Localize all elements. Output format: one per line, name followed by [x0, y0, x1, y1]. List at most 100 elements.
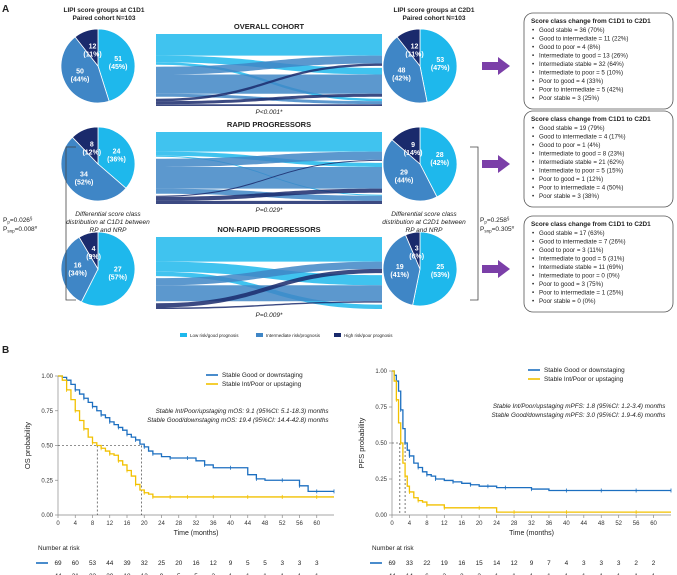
risk-count-0: 69: [54, 560, 62, 567]
c1d1-pie-2-count-2: 4: [92, 246, 96, 253]
risk-count-1: 2: [477, 573, 481, 575]
km-legend-label-0: Stable Good or downstaging: [222, 372, 303, 379]
change-box-item-2-1: Good to intermediate = 7 (26%): [539, 239, 626, 246]
x-tick-label: 36: [210, 521, 217, 527]
legend-swatch-intermediate: [256, 333, 263, 337]
risk-count-0: 9: [229, 560, 233, 567]
risk-count-0: 19: [441, 560, 449, 567]
flow-0-2-0: [156, 63, 382, 102]
x-tick-label: 48: [598, 521, 605, 527]
risk-count-1: 3: [443, 573, 447, 575]
x-tick-label: 12: [441, 521, 448, 527]
change-box-item-2-5: Intermediate to poor = 0 (0%): [539, 273, 620, 280]
x-tick-label: 16: [124, 521, 131, 527]
change-box-bullet-0-2: •: [532, 44, 534, 51]
y-tick-label: 0.75: [375, 405, 387, 411]
risk-table-title: Number at risk: [38, 545, 80, 552]
change-box-item-1-7: Poor to intermediate = 4 (50%): [539, 185, 623, 192]
flow-0-1-0: [156, 55, 382, 75]
change-box-bullet-2-2: •: [532, 247, 534, 254]
x-tick-label: 4: [74, 521, 78, 527]
km-legend-label-1: Stable Int/Poor or upstaging: [544, 376, 624, 383]
risk-count-1: 12: [141, 573, 149, 575]
y-axis-label: PFS probability: [357, 417, 366, 468]
y-tick-label: 0.50: [41, 444, 53, 450]
os-km-plot: 0.000.250.500.751.000 4 8 12 16 20 24 28 32 36 40 4…: [23, 372, 335, 575]
flow-2-0-0: [156, 237, 382, 262]
left-psnp-value: Psnp=0.008#: [3, 225, 38, 234]
purple-arrow-0: [482, 57, 510, 75]
risk-count-0: 4: [565, 560, 569, 567]
risk-count-0: 69: [388, 560, 396, 567]
risk-count-1: 1: [298, 573, 302, 575]
change-box-bullet-2-4: •: [532, 264, 534, 271]
risk-count-1: 1: [280, 573, 284, 575]
flow-0-2-1: [156, 93, 382, 105]
flow-1-1-0: [156, 151, 382, 167]
flow-2-2-1: [156, 301, 382, 309]
c1d1-pie-1-count-1: 34: [80, 172, 88, 179]
c1d1-header-line1: LIPI score groups at C1D1: [64, 7, 145, 14]
risk-count-1: 1: [634, 573, 638, 575]
risk-count-1: 1: [495, 573, 499, 575]
c2d1-pie-1-slice-0: [419, 126, 458, 198]
x-tick-label: 40: [563, 521, 570, 527]
left-pp-value: Pp=0.026§: [3, 216, 33, 225]
c1d1-pie-0-slice-0: [97, 28, 136, 102]
legend-high: High risk/poor prognosis: [344, 333, 393, 338]
right-italic-note: Differential score class distribution at…: [382, 211, 466, 234]
risk-count-0: 53: [89, 560, 97, 567]
legend-low: Low risk/good prognosis: [190, 333, 239, 338]
risk-count-1: 22: [89, 573, 97, 575]
change-box-bullet-1-3: •: [532, 151, 534, 158]
risk-count-1: 1: [547, 573, 551, 575]
km-curve-1: [392, 370, 671, 513]
c2d1-pie-2-slice-0: [412, 231, 458, 307]
left-pvalues: Pp=0.026§ Psnp=0.008#: [3, 146, 76, 301]
change-box-bullet-2-7: •: [532, 290, 534, 297]
c2d1-pie-0-slice-2: [396, 28, 421, 68]
risk-count-0: 3: [280, 560, 284, 567]
x-tick-label: 0: [56, 521, 60, 527]
c1d1-pie-1-count-2: 8: [90, 142, 94, 149]
km-annotation-1: Stable Good/downstaging mPFS: 3.0 (95%CI…: [491, 412, 666, 419]
c2d1-pie-1-slice-2: [391, 126, 421, 165]
c1d1-pie-1-slice-2: [71, 126, 99, 165]
change-box-bullet-0-1: •: [532, 36, 534, 43]
risk-count-1: 20: [106, 573, 114, 575]
risk-count-0: 5: [246, 560, 250, 567]
risk-count-1: 1: [263, 573, 267, 575]
change-box-1: [523, 110, 674, 208]
c1d1-pie-2-count-1: 16: [74, 263, 82, 270]
change-box-item-1-6: Poor to good = 1 (12%): [539, 176, 603, 183]
x-tick-label: 40: [227, 521, 234, 527]
risk-count-0: 16: [192, 560, 200, 567]
risk-count-0: 32: [141, 560, 149, 567]
flow-2-1-0: [156, 261, 382, 286]
flow-2-1-1: [156, 285, 382, 302]
change-box-2: [523, 215, 674, 313]
change-box-bullet-1-2: •: [532, 142, 534, 149]
x-tick-label: 56: [633, 521, 640, 527]
risk-count-0: 44: [106, 560, 114, 567]
km-curve-0: [58, 375, 334, 493]
cohort-title-0: OVERALL COHORT: [234, 22, 305, 31]
change-box-bullet-2-6: •: [532, 281, 534, 288]
change-box-item-1-8: Poor stable = 3 (38%): [539, 193, 599, 200]
change-box-bullet-2-1: •: [532, 239, 534, 246]
x-tick-label: 24: [158, 521, 165, 527]
legend-swatch-high: [334, 333, 341, 337]
y-tick-label: 0.75: [41, 409, 53, 415]
risk-count-0: 3: [315, 560, 319, 567]
x-tick-label: 60: [313, 521, 320, 527]
c2d1-pie-1-count-2: 9: [411, 142, 415, 149]
cohort-row-1: 24(36%) 34(52%) 8(12%) 28(42%) 29(44%) 9(14%)…: [60, 110, 674, 214]
change-box-item-0-5: Intermediate to poor = 5 (10%): [539, 70, 623, 77]
y-tick-label: 0.00: [41, 513, 53, 519]
cohort-pvalue-0: P<0.001*: [256, 109, 283, 116]
x-tick-label: 52: [279, 521, 286, 527]
risk-count-1: 1: [512, 573, 516, 575]
risk-count-1: 5: [177, 573, 181, 575]
c1d1-pie-2-slice-2: [78, 231, 99, 271]
flow-0-0-0: [156, 34, 382, 56]
